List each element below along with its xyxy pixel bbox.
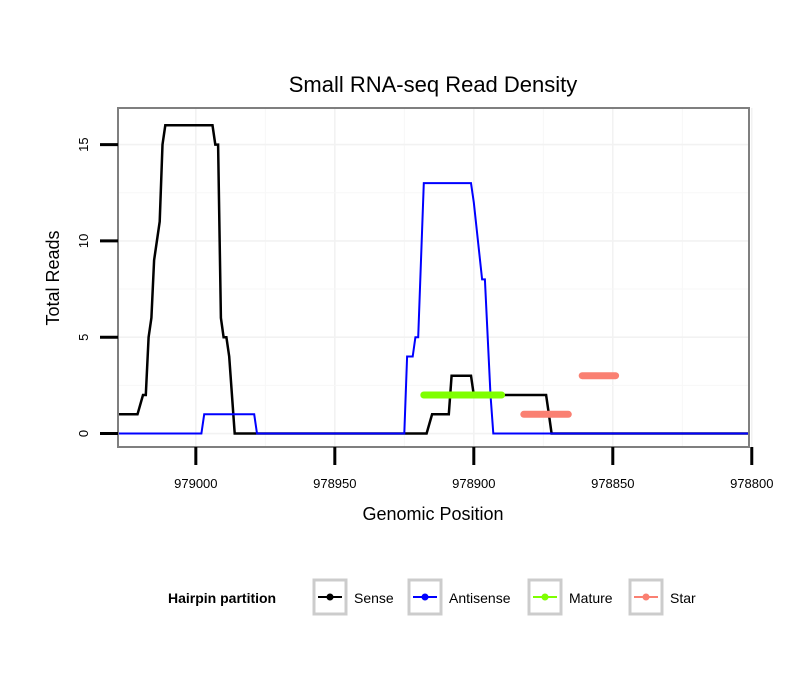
y-tick-label: 0 [76, 430, 91, 437]
legend-label-sense: Sense [354, 590, 394, 606]
legend: Hairpin partition Sense Antisense Mature Sta… [168, 578, 696, 616]
plot-border [117, 107, 750, 448]
x-tick-label: 979000 [174, 476, 217, 491]
series-line-sense [119, 124, 748, 435]
y-tick-label: 10 [76, 234, 91, 248]
legend-label-mature: Mature [569, 590, 613, 606]
legend-key-dot [642, 593, 650, 601]
legend-key-dot [541, 593, 549, 601]
series-line-antisense [119, 182, 748, 435]
x-tick-label: 978900 [452, 476, 495, 491]
chart-title: Small RNA-seq Read Density [289, 72, 578, 97]
series-lines [119, 124, 748, 435]
legend-key-dot [421, 593, 429, 601]
legend-label-star: Star [670, 590, 696, 606]
y-axis-title: Total Reads [43, 230, 63, 325]
x-axis-title: Genomic Position [362, 504, 503, 524]
y-tick-label: 5 [76, 334, 91, 341]
legend-label-antisense: Antisense [449, 590, 511, 606]
x-tick-label: 978800 [730, 476, 773, 491]
legend-title: Hairpin partition [168, 590, 276, 606]
axis-ticks: 979000 978950 978900 978850 978800 0 5 10 15 [76, 137, 773, 491]
plot-panel [118, 108, 749, 447]
y-tick-label: 15 [76, 137, 91, 151]
x-tick-label: 978950 [313, 476, 356, 491]
legend-key-dot [326, 593, 334, 601]
x-tick-label: 978850 [591, 476, 634, 491]
